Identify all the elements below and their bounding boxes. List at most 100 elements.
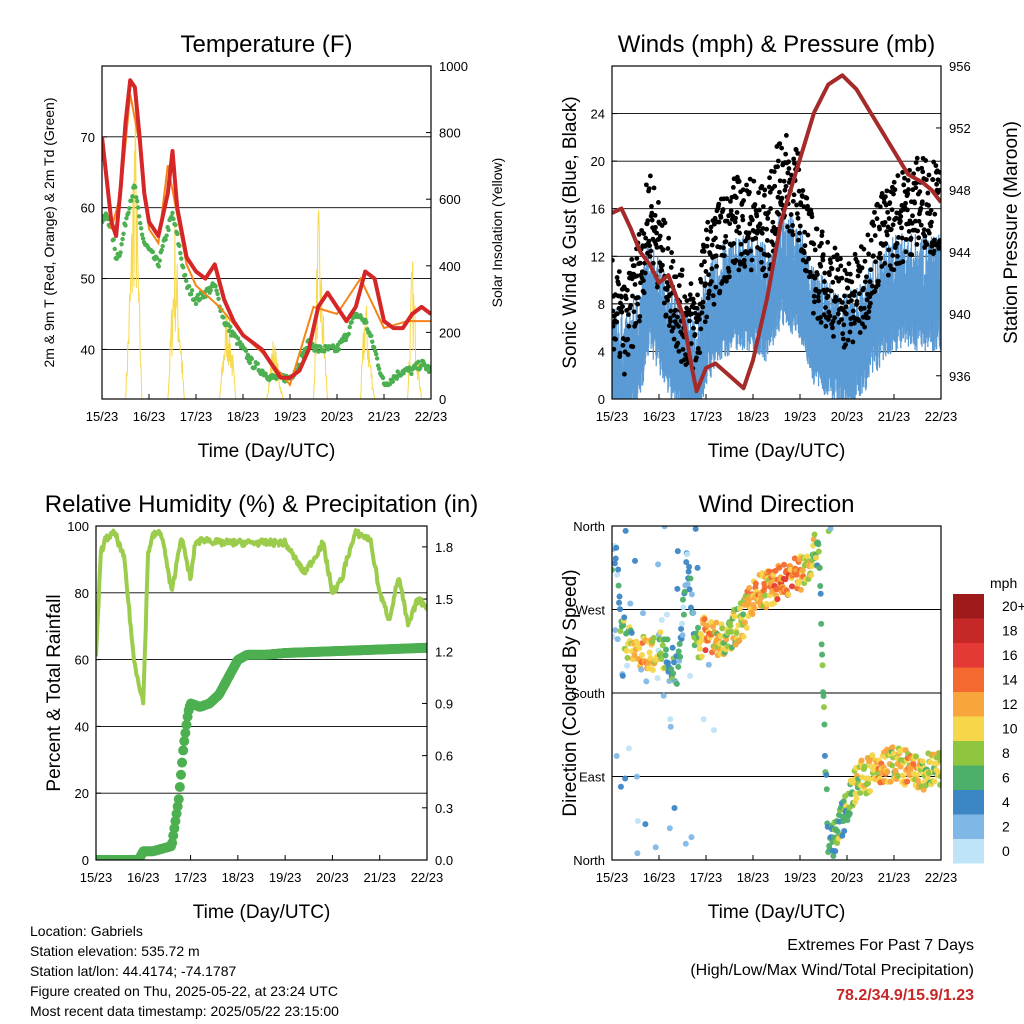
x-tick-label: 15/23 bbox=[596, 870, 629, 885]
point-gust bbox=[634, 256, 640, 261]
point-gust bbox=[700, 299, 706, 305]
extremes-panel: Extremes For Past 7 Days (High/Low/Max W… bbox=[690, 933, 974, 1008]
point-gust bbox=[657, 233, 663, 239]
point-gust bbox=[786, 159, 791, 165]
point-precip bbox=[178, 745, 189, 756]
point-direction bbox=[674, 585, 681, 592]
point-dewpoint bbox=[367, 330, 372, 335]
point-gust bbox=[727, 221, 733, 227]
point-gust bbox=[814, 226, 820, 232]
point-gust bbox=[679, 273, 685, 278]
point-gust bbox=[643, 182, 649, 188]
point-dewpoint bbox=[214, 288, 219, 293]
point-direction bbox=[657, 629, 664, 636]
point-direction bbox=[740, 633, 747, 640]
point-direction bbox=[624, 654, 631, 661]
point-gust bbox=[656, 200, 661, 205]
point-direction bbox=[680, 611, 687, 618]
point-gust bbox=[936, 246, 941, 251]
point-gust bbox=[821, 279, 827, 284]
point-gust bbox=[700, 304, 706, 310]
legend-swatch bbox=[953, 692, 984, 717]
point-gust bbox=[646, 186, 652, 191]
point-direction bbox=[633, 773, 640, 780]
point-gust bbox=[830, 318, 836, 324]
point-gust bbox=[933, 241, 938, 247]
point-gust bbox=[642, 270, 648, 276]
point-gust bbox=[701, 248, 707, 254]
point-gust bbox=[873, 259, 878, 265]
point-gust bbox=[691, 300, 697, 306]
x-tick-label: 21/23 bbox=[878, 870, 911, 885]
point-gust bbox=[654, 284, 660, 290]
point-gust bbox=[767, 189, 773, 195]
point-direction bbox=[733, 629, 740, 636]
point-gust bbox=[890, 253, 896, 258]
point-gust bbox=[631, 263, 637, 269]
point-direction bbox=[695, 624, 702, 631]
point-gust bbox=[756, 207, 762, 213]
point-direction bbox=[853, 795, 860, 802]
point-direction bbox=[680, 604, 687, 611]
station-location: Location: Gabriels bbox=[30, 923, 143, 939]
point-gust bbox=[749, 257, 755, 263]
point-direction bbox=[628, 629, 635, 636]
y-tick-label: 8 bbox=[598, 297, 605, 312]
point-gust bbox=[914, 242, 920, 247]
legend-label: 16 bbox=[1002, 647, 1018, 663]
point-gust bbox=[806, 256, 812, 262]
point-direction bbox=[797, 586, 804, 593]
point-gust bbox=[777, 178, 783, 184]
point-direction bbox=[619, 672, 626, 679]
point-gust bbox=[903, 200, 908, 206]
series-9m-temp bbox=[102, 94, 431, 387]
point-gust bbox=[783, 132, 789, 138]
point-gust bbox=[842, 267, 848, 273]
point-gust bbox=[659, 267, 665, 273]
y-axis-label: Direction (Colored By Speed) bbox=[560, 569, 581, 816]
point-dewpoint bbox=[189, 288, 195, 293]
point-gust bbox=[781, 178, 787, 184]
point-direction bbox=[913, 753, 920, 760]
point-gust bbox=[779, 145, 785, 151]
point-direction bbox=[743, 624, 750, 631]
point-gust bbox=[643, 235, 649, 241]
point-gust bbox=[759, 230, 765, 236]
point-direction bbox=[834, 840, 841, 847]
y2-tick-label: 1000 bbox=[439, 59, 468, 74]
point-gust bbox=[830, 325, 835, 331]
point-dewpoint bbox=[215, 291, 220, 297]
point-gust bbox=[812, 275, 818, 281]
point-direction bbox=[683, 559, 690, 566]
point-gust bbox=[695, 292, 700, 298]
point-gust bbox=[931, 248, 937, 254]
point-dewpoint bbox=[216, 296, 221, 302]
point-gust bbox=[904, 207, 910, 213]
point-direction bbox=[661, 526, 668, 530]
point-direction bbox=[846, 810, 853, 817]
point-direction bbox=[746, 584, 753, 591]
point-gust bbox=[919, 165, 925, 171]
point-gust bbox=[903, 237, 909, 242]
point-gust bbox=[684, 298, 690, 304]
point-gust bbox=[913, 160, 919, 165]
point-gust bbox=[748, 267, 754, 273]
chart-panel-1: Temperature (F) 40 50 60 70 0 200 400 600 800 1000… bbox=[41, 31, 505, 462]
point-direction bbox=[623, 647, 630, 654]
point-gust bbox=[914, 155, 920, 161]
point-dewpoint bbox=[102, 217, 107, 222]
point-direction bbox=[808, 572, 815, 579]
point-precip bbox=[180, 728, 191, 739]
point-gust bbox=[676, 323, 681, 329]
point-gust bbox=[816, 289, 822, 294]
point-direction bbox=[650, 634, 657, 641]
point-dewpoint bbox=[134, 195, 139, 200]
point-dewpoint bbox=[193, 301, 199, 307]
point-direction bbox=[698, 653, 705, 660]
point-gust bbox=[775, 158, 781, 164]
point-gust bbox=[740, 187, 746, 193]
x-tick-label: 16/23 bbox=[643, 409, 676, 424]
point-gust bbox=[865, 232, 871, 238]
point-direction bbox=[815, 541, 822, 548]
point-direction bbox=[617, 783, 624, 790]
